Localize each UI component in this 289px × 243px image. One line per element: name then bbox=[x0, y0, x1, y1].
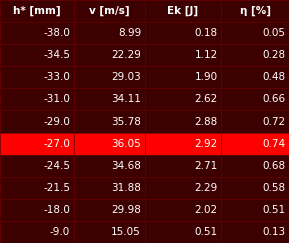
Text: 2.88: 2.88 bbox=[194, 116, 218, 127]
Bar bbox=[0, 132, 289, 155]
Text: 0.68: 0.68 bbox=[262, 161, 286, 171]
Text: -29.0: -29.0 bbox=[43, 116, 70, 127]
Text: -38.0: -38.0 bbox=[43, 28, 70, 38]
Text: 1.90: 1.90 bbox=[194, 72, 218, 82]
Text: -27.0: -27.0 bbox=[43, 139, 70, 148]
Text: -9.0: -9.0 bbox=[50, 227, 70, 237]
Text: h* [mm]: h* [mm] bbox=[13, 6, 61, 16]
Text: 2.29: 2.29 bbox=[194, 183, 218, 193]
Text: -34.5: -34.5 bbox=[43, 50, 70, 60]
Text: -31.0: -31.0 bbox=[43, 95, 70, 104]
Text: 8.99: 8.99 bbox=[118, 28, 141, 38]
Bar bbox=[0, 0, 289, 22]
Bar bbox=[0, 44, 289, 66]
Text: 0.51: 0.51 bbox=[262, 205, 286, 215]
Text: 15.05: 15.05 bbox=[111, 227, 141, 237]
Text: 0.58: 0.58 bbox=[262, 183, 286, 193]
Text: 35.78: 35.78 bbox=[111, 116, 141, 127]
Bar bbox=[0, 199, 289, 221]
Bar bbox=[0, 22, 289, 44]
Text: 0.51: 0.51 bbox=[194, 227, 218, 237]
Text: 36.05: 36.05 bbox=[111, 139, 141, 148]
Text: 2.92: 2.92 bbox=[194, 139, 218, 148]
Text: 22.29: 22.29 bbox=[111, 50, 141, 60]
Bar bbox=[0, 221, 289, 243]
Text: 0.18: 0.18 bbox=[194, 28, 218, 38]
Text: -33.0: -33.0 bbox=[43, 72, 70, 82]
Text: 0.05: 0.05 bbox=[262, 28, 286, 38]
Text: 34.11: 34.11 bbox=[111, 95, 141, 104]
Text: v [m/s]: v [m/s] bbox=[89, 6, 129, 16]
Text: Ek [J]: Ek [J] bbox=[167, 6, 198, 16]
Text: -18.0: -18.0 bbox=[43, 205, 70, 215]
Text: 0.66: 0.66 bbox=[262, 95, 286, 104]
Bar bbox=[0, 88, 289, 111]
Text: 31.88: 31.88 bbox=[111, 183, 141, 193]
Text: 0.74: 0.74 bbox=[262, 139, 286, 148]
Text: 0.72: 0.72 bbox=[262, 116, 286, 127]
Text: 2.62: 2.62 bbox=[194, 95, 218, 104]
Bar bbox=[0, 111, 289, 132]
Text: -24.5: -24.5 bbox=[43, 161, 70, 171]
Text: 0.28: 0.28 bbox=[262, 50, 286, 60]
Text: -21.5: -21.5 bbox=[43, 183, 70, 193]
Text: 34.68: 34.68 bbox=[111, 161, 141, 171]
Text: 29.98: 29.98 bbox=[111, 205, 141, 215]
Bar bbox=[0, 177, 289, 199]
Text: η [%]: η [%] bbox=[240, 6, 271, 16]
Bar bbox=[0, 66, 289, 88]
Text: 2.71: 2.71 bbox=[194, 161, 218, 171]
Text: 1.12: 1.12 bbox=[194, 50, 218, 60]
Text: 29.03: 29.03 bbox=[111, 72, 141, 82]
Bar bbox=[0, 155, 289, 177]
Text: 0.13: 0.13 bbox=[262, 227, 286, 237]
Text: 0.48: 0.48 bbox=[262, 72, 286, 82]
Text: 2.02: 2.02 bbox=[194, 205, 218, 215]
